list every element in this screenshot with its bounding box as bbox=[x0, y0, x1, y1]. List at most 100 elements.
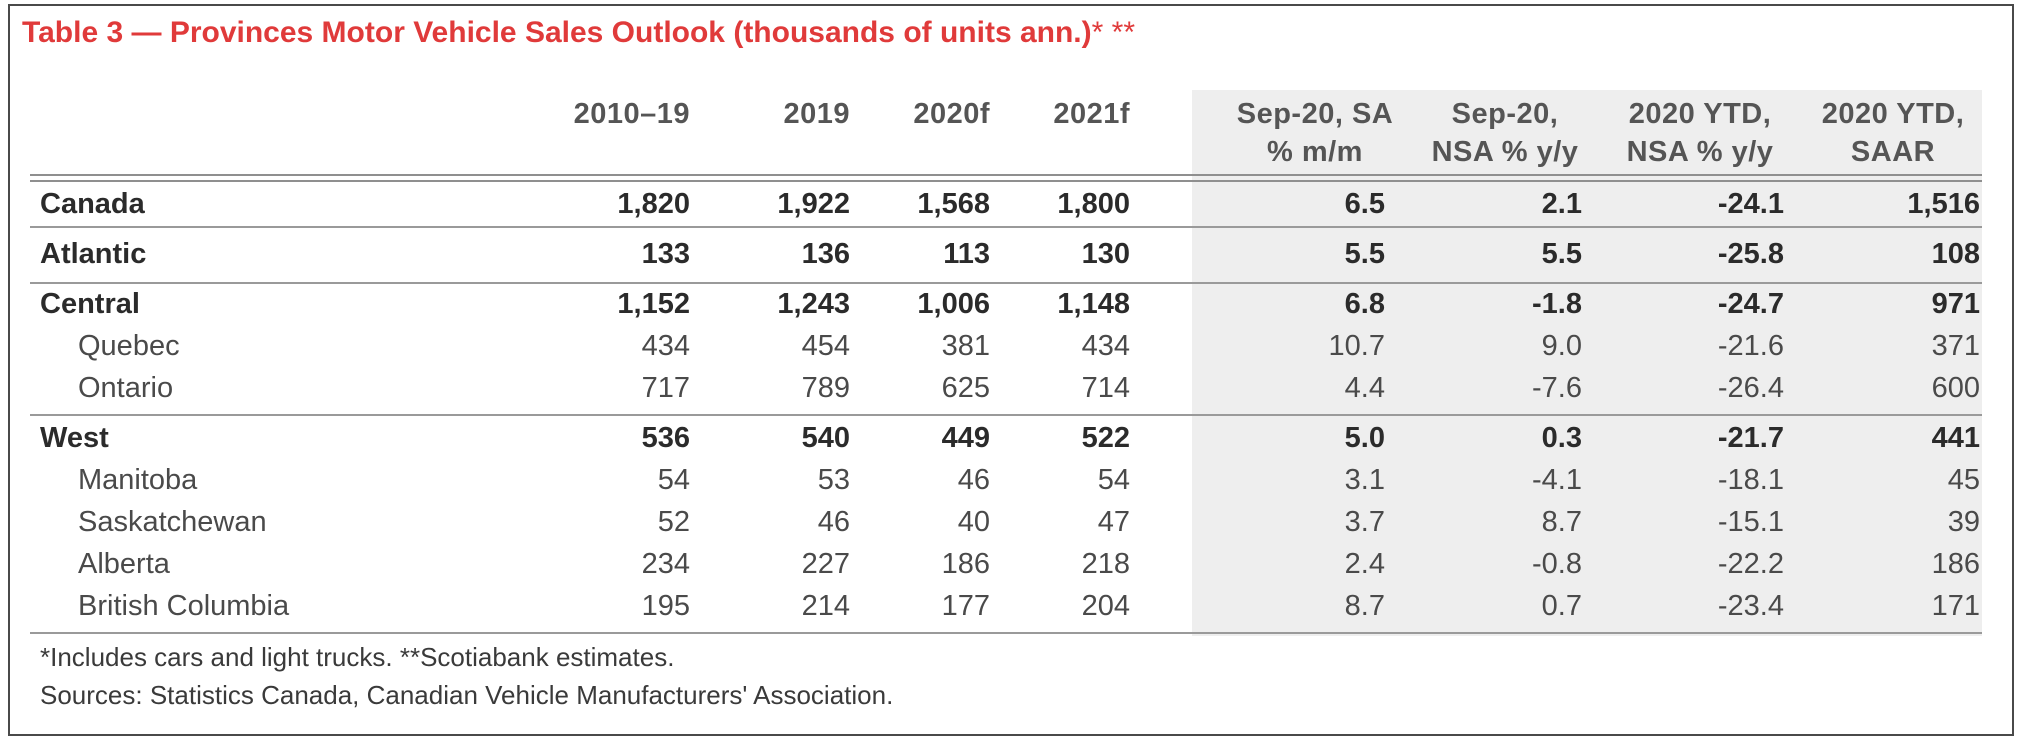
column-header-2020ytd-nsa-line1: 2020 YTD, bbox=[1628, 98, 1772, 130]
column-header-sep20-nsa-line1: Sep-20, bbox=[1451, 98, 1559, 130]
row-label: Quebec bbox=[78, 330, 180, 362]
table-cell: -15.1 bbox=[1717, 506, 1784, 538]
table-cell: 6.8 bbox=[1344, 288, 1385, 320]
column-header-sep20-sa-line1: Sep-20, SA bbox=[1236, 98, 1394, 130]
column-header-2019: 2019 bbox=[783, 98, 850, 130]
table-cell: -21.6 bbox=[1717, 330, 1784, 362]
column-header-2021f: 2021f bbox=[1053, 98, 1130, 130]
column-header-2020ytd-saar-line1: 2020 YTD, bbox=[1821, 98, 1965, 130]
table-cell: 47 bbox=[1097, 506, 1130, 538]
row-label: Saskatchewan bbox=[78, 506, 267, 538]
table-title: Table 3 — Provinces Motor Vehicle Sales … bbox=[22, 16, 1135, 50]
row-label: Central bbox=[40, 288, 140, 320]
row-label: Atlantic bbox=[40, 238, 147, 270]
table-cell: 136 bbox=[801, 238, 850, 270]
table-cell: 717 bbox=[641, 372, 690, 404]
table-cell: 8.7 bbox=[1541, 506, 1582, 538]
table-cell: 8.7 bbox=[1344, 590, 1385, 622]
table-cell: 2.4 bbox=[1344, 548, 1385, 580]
footnote-sources: Sources: Statistics Canada, Canadian Veh… bbox=[40, 680, 894, 710]
table-cell: 1,006 bbox=[917, 288, 990, 320]
table-cell: -7.6 bbox=[1532, 372, 1582, 404]
table-cell: -4.1 bbox=[1532, 464, 1582, 496]
footnote-includes: *Includes cars and light trucks. **Scoti… bbox=[40, 642, 675, 672]
table-cell: 54 bbox=[1097, 464, 1130, 496]
table-cell: 1,922 bbox=[777, 188, 850, 220]
table-cell: -24.7 bbox=[1717, 288, 1784, 320]
table-frame bbox=[8, 4, 2014, 736]
table-cell: 2.1 bbox=[1541, 188, 1582, 220]
table-cell: 204 bbox=[1081, 590, 1130, 622]
table-cell: 522 bbox=[1081, 422, 1130, 454]
table-cell: -21.7 bbox=[1717, 422, 1784, 454]
table-cell: 434 bbox=[641, 330, 690, 362]
table-cell: 0.7 bbox=[1541, 590, 1582, 622]
table-cell: 45 bbox=[1947, 464, 1980, 496]
table-cell: 381 bbox=[941, 330, 990, 362]
row-label: Manitoba bbox=[78, 464, 198, 496]
table-cell: -1.8 bbox=[1532, 288, 1582, 320]
table-cell: 39 bbox=[1947, 506, 1980, 538]
table-cell: 133 bbox=[641, 238, 690, 270]
table-cell: 53 bbox=[817, 464, 850, 496]
column-header-sep20-nsa-line2: NSA % y/y bbox=[1431, 136, 1579, 168]
table-cell: 1,516 bbox=[1907, 188, 1980, 220]
table-cell: 6.5 bbox=[1344, 188, 1385, 220]
table-cell: -22.2 bbox=[1717, 548, 1784, 580]
table-cell: 218 bbox=[1081, 548, 1130, 580]
table-cell: -24.1 bbox=[1717, 188, 1784, 220]
table-title-suffix: * ** bbox=[1091, 16, 1135, 49]
column-header-sep20-sa-line2: % m/m bbox=[1267, 136, 1363, 168]
table-cell: 3.7 bbox=[1344, 506, 1385, 538]
table-cell: 971 bbox=[1931, 288, 1980, 320]
table-cell: 5.5 bbox=[1541, 238, 1582, 270]
table-title-text: Table 3 — Provinces Motor Vehicle Sales … bbox=[22, 16, 1092, 49]
column-header-2010-19: 2010–19 bbox=[573, 98, 690, 130]
column-header-2020ytd-saar-line2: SAAR bbox=[1850, 136, 1936, 168]
table-cell: -23.4 bbox=[1717, 590, 1784, 622]
table-cell: -25.8 bbox=[1717, 238, 1784, 270]
table-cell: 434 bbox=[1081, 330, 1130, 362]
table-cell: 5.0 bbox=[1344, 422, 1385, 454]
table-cell: 113 bbox=[943, 238, 990, 270]
rule-after-canada bbox=[30, 226, 1982, 228]
table-cell: 4.4 bbox=[1344, 372, 1385, 404]
bottom-rule bbox=[30, 632, 1982, 634]
table-cell: 3.1 bbox=[1344, 464, 1385, 496]
table-cell: 186 bbox=[941, 548, 990, 580]
row-label: Canada bbox=[40, 188, 145, 220]
table-cell: 1,148 bbox=[1057, 288, 1130, 320]
table-cell: 195 bbox=[641, 590, 690, 622]
table-cell: 108 bbox=[1931, 238, 1980, 270]
table-cell: 1,568 bbox=[917, 188, 990, 220]
table-cell: -26.4 bbox=[1717, 372, 1784, 404]
table-cell: 9.0 bbox=[1541, 330, 1582, 362]
row-label: Alberta bbox=[78, 548, 170, 580]
table-cell: 625 bbox=[941, 372, 990, 404]
table-cell: 536 bbox=[641, 422, 690, 454]
table-cell: 1,800 bbox=[1057, 188, 1130, 220]
row-label: West bbox=[40, 422, 109, 454]
table-cell: 371 bbox=[1931, 330, 1980, 362]
table-cell: 1,820 bbox=[617, 188, 690, 220]
table-cell: 540 bbox=[801, 422, 850, 454]
table-cell: -0.8 bbox=[1532, 548, 1582, 580]
table-cell: 54 bbox=[657, 464, 690, 496]
table-cell: 171 bbox=[1931, 590, 1980, 622]
table-cell: 227 bbox=[801, 548, 850, 580]
table-cell: 177 bbox=[941, 590, 990, 622]
table-cell: 714 bbox=[1081, 372, 1130, 404]
table-cell: 186 bbox=[1931, 548, 1980, 580]
table-cell: 1,152 bbox=[617, 288, 690, 320]
table-cell: 214 bbox=[801, 590, 850, 622]
header-rule bbox=[30, 174, 1982, 182]
table-cell: -18.1 bbox=[1717, 464, 1784, 496]
table-cell: 454 bbox=[801, 330, 850, 362]
table-cell: 234 bbox=[641, 548, 690, 580]
table-cell: 449 bbox=[941, 422, 990, 454]
table-cell: 0.3 bbox=[1541, 422, 1582, 454]
table-cell: 5.5 bbox=[1344, 238, 1385, 270]
rule-after-central bbox=[30, 414, 1982, 416]
table-cell: 1,243 bbox=[777, 288, 850, 320]
table-cell: 46 bbox=[817, 506, 850, 538]
